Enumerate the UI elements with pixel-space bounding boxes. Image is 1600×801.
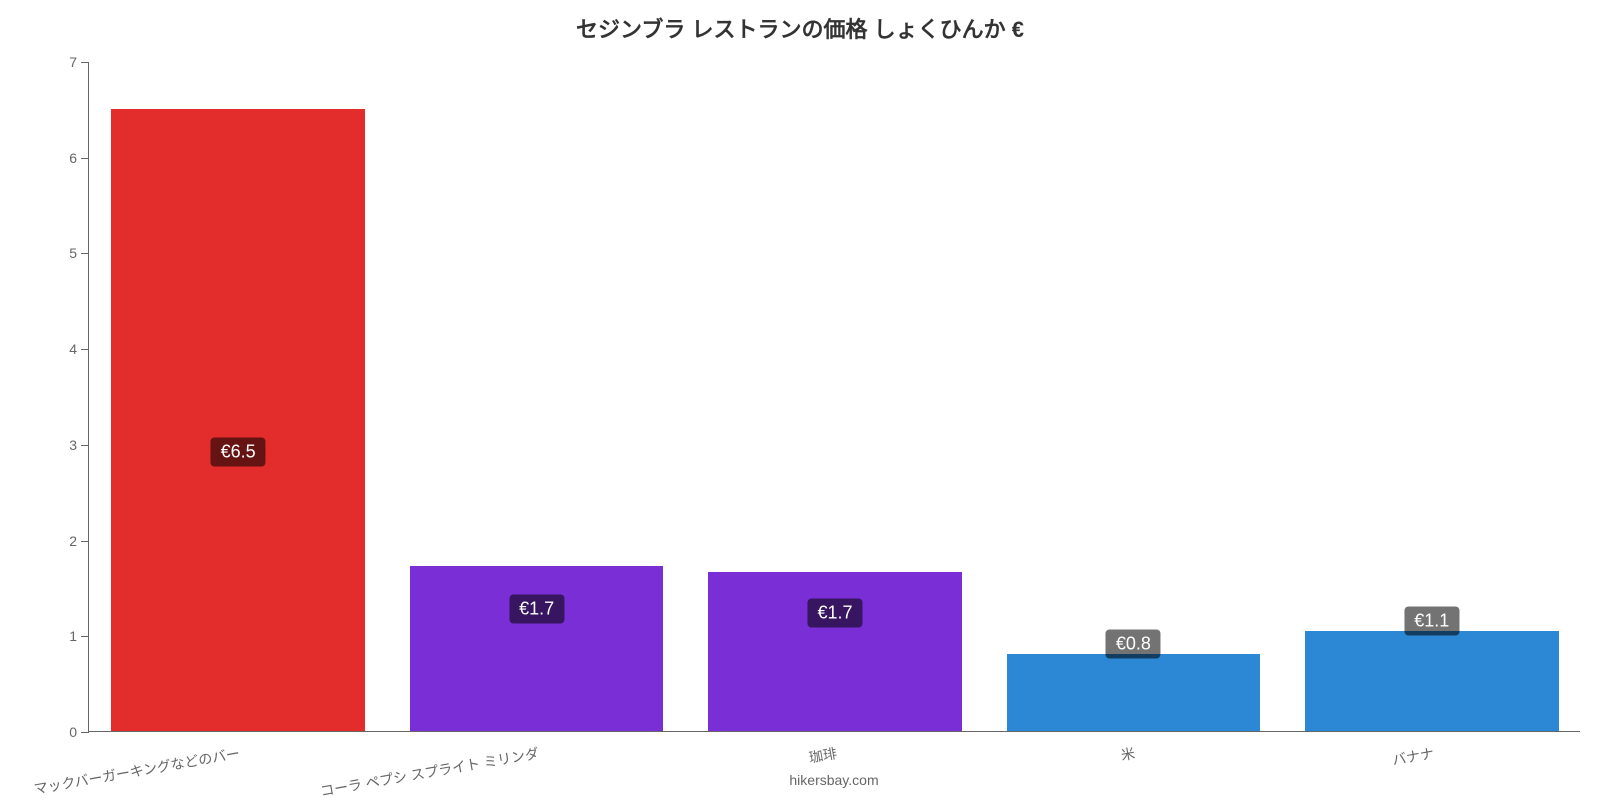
bar (1007, 654, 1261, 731)
x-tick-label: 米 (1120, 743, 1137, 765)
x-tick-label: 珈琲 (807, 743, 838, 768)
bar-value-label: €0.8 (1106, 629, 1161, 658)
bar (1305, 631, 1559, 732)
bar-value-label: €1.1 (1404, 607, 1459, 636)
y-tick-label: 6 (69, 150, 77, 166)
y-tick (81, 445, 89, 446)
y-tick-label: 3 (69, 437, 77, 453)
y-tick-label: 7 (69, 54, 77, 70)
bar-chart: セジンブラ レストランの価格 しょくひんか € 01234567€6.5マックバ… (0, 0, 1600, 800)
y-tick (81, 349, 89, 350)
bar (708, 572, 962, 731)
x-tick-label: コーラ ペプシ スプライト ミリンダ (318, 743, 540, 801)
x-tick-label: バナナ (1390, 743, 1435, 770)
x-tick-label: マックバーガーキングなどのバー (32, 743, 241, 799)
attribution-text: hikersbay.com (789, 772, 878, 788)
bar-value-label: €1.7 (509, 594, 564, 623)
y-tick-label: 0 (69, 724, 77, 740)
plot-area: 01234567€6.5マックバーガーキングなどのバー€1.7コーラ ペプシ ス… (88, 62, 1580, 732)
y-tick (81, 62, 89, 63)
y-tick-label: 2 (69, 533, 77, 549)
y-tick (81, 541, 89, 542)
bar (410, 566, 664, 731)
chart-title: セジンブラ レストランの価格 しょくひんか € (0, 12, 1600, 44)
y-tick (81, 253, 89, 254)
bar (111, 109, 365, 731)
y-tick-label: 5 (69, 245, 77, 261)
y-tick-label: 1 (69, 628, 77, 644)
y-tick (81, 732, 89, 733)
bar-value-label: €6.5 (211, 438, 266, 467)
y-tick (81, 158, 89, 159)
y-tick (81, 636, 89, 637)
bar-value-label: €1.7 (807, 598, 862, 627)
y-tick-label: 4 (69, 341, 77, 357)
